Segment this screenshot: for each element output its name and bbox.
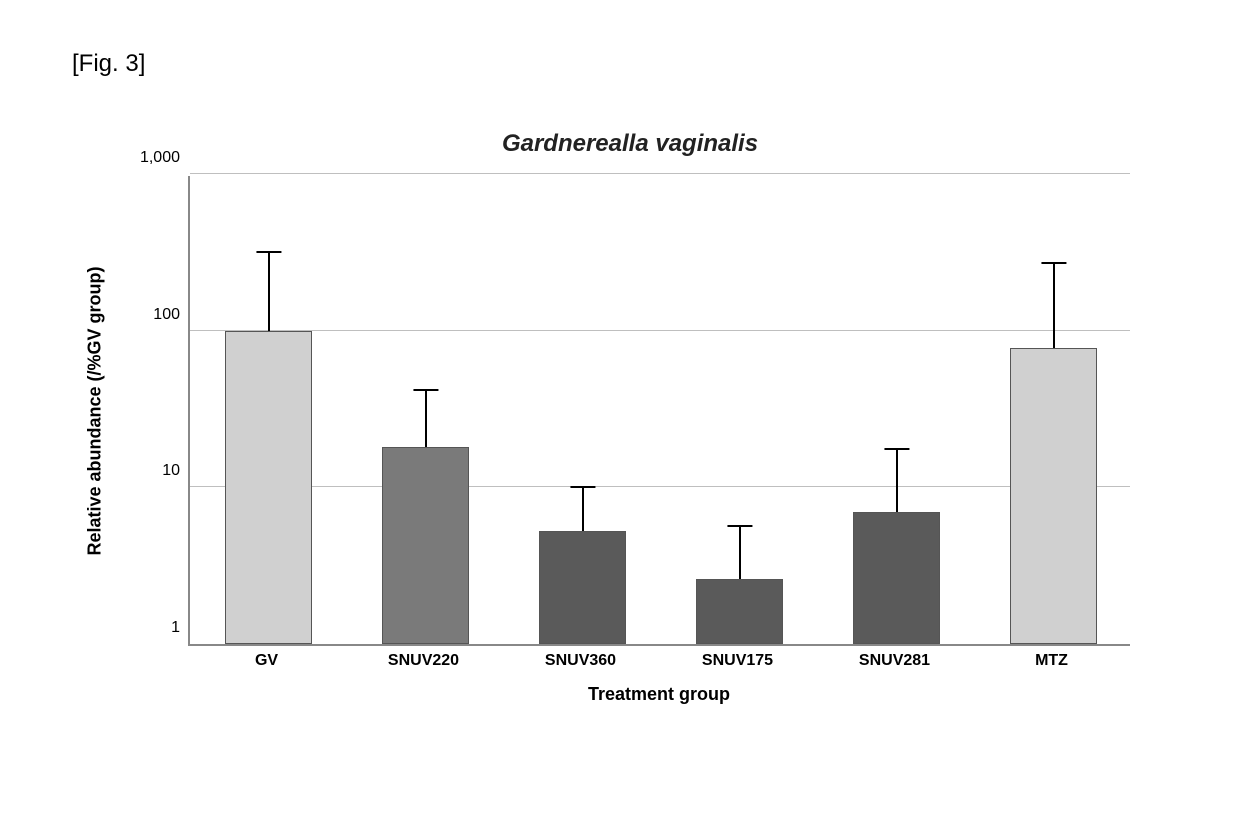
error-bar-cap: [256, 251, 281, 253]
x-tick-label: SNUV360: [545, 652, 616, 670]
bar: [1010, 348, 1098, 644]
gridline: [190, 486, 1130, 487]
bar: [696, 579, 784, 644]
plot-area: [188, 176, 1130, 646]
x-tick-label: SNUV175: [702, 652, 773, 670]
y-tick-label: 1,000: [140, 149, 180, 167]
x-axis-label: Treatment group: [188, 684, 1130, 705]
error-bar: [739, 526, 741, 579]
error-bar: [425, 390, 427, 448]
x-tick-label: MTZ: [1035, 652, 1068, 670]
y-tick-label: 10: [162, 462, 180, 480]
x-tick-label: GV: [255, 652, 278, 670]
bar: [382, 447, 470, 644]
y-tick-label: 1: [171, 619, 180, 637]
error-bar: [896, 449, 898, 511]
gridline: [190, 173, 1130, 174]
chart-container: Gardnerealla vaginalis Relative abundanc…: [130, 130, 1130, 705]
error-bar-cap: [570, 486, 595, 488]
error-bar-cap: [727, 525, 752, 527]
error-bar: [582, 487, 584, 530]
chart-title: Gardnerealla vaginalis: [130, 130, 1130, 158]
y-axis: 1101001,000: [130, 176, 188, 646]
error-bar: [268, 252, 270, 331]
error-bar-cap: [1041, 262, 1066, 264]
bar: [225, 331, 313, 644]
bar: [539, 531, 627, 644]
error-bar-cap: [884, 448, 909, 450]
chart-area: Relative abundance (/%GV group) 1101001,…: [130, 176, 1130, 646]
bar: [853, 512, 941, 644]
error-bar-cap: [413, 389, 438, 391]
x-tick-label: SNUV281: [859, 652, 930, 670]
y-tick-label: 100: [153, 306, 180, 324]
gridline: [190, 330, 1130, 331]
figure-label: [Fig. 3]: [72, 50, 145, 78]
x-tick-label: SNUV220: [388, 652, 459, 670]
error-bar: [1053, 263, 1055, 347]
y-axis-label: Relative abundance (/%GV group): [85, 266, 106, 555]
x-axis-ticks: GV SNUV220 SNUV360 SNUV175 SNUV281 MTZ: [188, 646, 1130, 676]
